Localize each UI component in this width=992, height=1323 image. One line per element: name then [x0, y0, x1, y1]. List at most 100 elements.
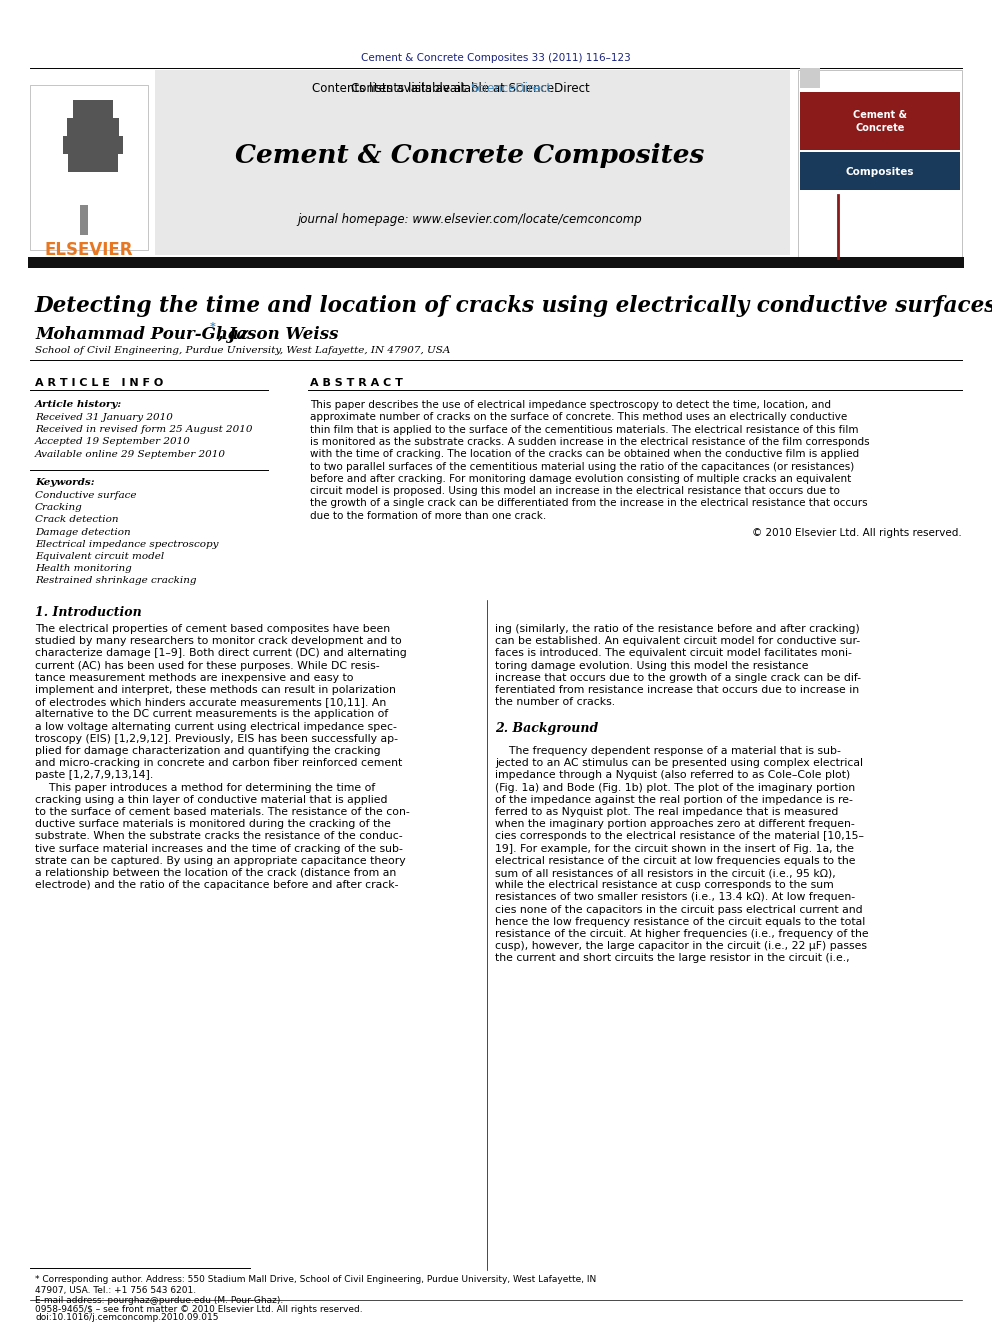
- Text: Crack detection: Crack detection: [35, 516, 118, 524]
- Text: and micro-cracking in concrete and carbon fiber reinforced cement: and micro-cracking in concrete and carbo…: [35, 758, 402, 769]
- Text: tance measurement methods are inexpensive and easy to: tance measurement methods are inexpensiv…: [35, 673, 353, 683]
- Text: (Fig. 1a) and Bode (Fig. 1b) plot. The plot of the imaginary portion: (Fig. 1a) and Bode (Fig. 1b) plot. The p…: [495, 783, 855, 792]
- Bar: [800, 152, 960, 191]
- Text: cies none of the capacitors in the circuit pass electrical current and: cies none of the capacitors in the circu…: [495, 905, 863, 914]
- Text: electrode) and the ratio of the capacitance before and after crack-: electrode) and the ratio of the capacita…: [35, 880, 399, 890]
- Text: when the imaginary portion approaches zero at different frequen-: when the imaginary portion approaches ze…: [495, 819, 855, 830]
- Text: 2. Background: 2. Background: [495, 721, 598, 734]
- Text: Cement & Concrete Composites: Cement & Concrete Composites: [235, 143, 704, 168]
- Text: to the surface of cement based materials. The resistance of the con-: to the surface of cement based materials…: [35, 807, 410, 818]
- Bar: [30, 85, 148, 250]
- Text: *: *: [210, 321, 216, 332]
- Text: Electrical impedance spectroscopy: Electrical impedance spectroscopy: [35, 540, 218, 549]
- Text: Cement & Concrete Composites 33 (2011) 116–123: Cement & Concrete Composites 33 (2011) 1…: [361, 53, 631, 64]
- Text: Available online 29 September 2010: Available online 29 September 2010: [35, 450, 226, 459]
- Text: This paper introduces a method for determining the time of: This paper introduces a method for deter…: [35, 783, 375, 792]
- Text: 47907, USA. Tel.: +1 756 543 6201.: 47907, USA. Tel.: +1 756 543 6201.: [35, 1286, 196, 1294]
- Text: Health monitoring: Health monitoring: [35, 564, 132, 573]
- Text: with the time of cracking. The location of the cracks can be obtained when the c: with the time of cracking. The location …: [310, 450, 859, 459]
- Text: 1. Introduction: 1. Introduction: [35, 606, 142, 619]
- Text: increase that occurs due to the growth of a single crack can be dif-: increase that occurs due to the growth o…: [495, 673, 861, 683]
- Text: ScienceDirect: ScienceDirect: [470, 82, 552, 94]
- Text: doi:10.1016/j.cemconcomp.2010.09.015: doi:10.1016/j.cemconcomp.2010.09.015: [35, 1312, 218, 1322]
- Text: Accepted 19 September 2010: Accepted 19 September 2010: [35, 438, 190, 446]
- Text: substrate. When the substrate cracks the resistance of the conduc-: substrate. When the substrate cracks the…: [35, 831, 403, 841]
- Text: is monitored as the substrate cracks. A sudden increase in the electrical resist: is monitored as the substrate cracks. A …: [310, 437, 870, 447]
- Bar: [80, 205, 88, 235]
- Bar: [68, 153, 118, 172]
- Text: Keywords:: Keywords:: [35, 478, 94, 487]
- Text: Conductive surface: Conductive surface: [35, 491, 137, 500]
- Text: a relationship between the location of the crack (distance from an: a relationship between the location of t…: [35, 868, 396, 878]
- Text: sum of all resistances of all resistors in the circuit (i.e., 95 kΩ),: sum of all resistances of all resistors …: [495, 868, 835, 878]
- Text: before and after cracking. For monitoring damage evolution consisting of multipl: before and after cracking. For monitorin…: [310, 474, 851, 484]
- Text: ing (similarly, the ratio of the resistance before and after cracking): ing (similarly, the ratio of the resista…: [495, 624, 860, 634]
- Text: journal homepage: www.elsevier.com/locate/cemconcomp: journal homepage: www.elsevier.com/locat…: [298, 213, 643, 226]
- Text: the current and short circuits the large resistor in the circuit (i.e.,: the current and short circuits the large…: [495, 954, 849, 963]
- Text: Cement &: Cement &: [853, 110, 907, 120]
- Text: resistance of the circuit. At higher frequencies (i.e., frequency of the: resistance of the circuit. At higher fre…: [495, 929, 869, 939]
- Text: Restrained shrinkage cracking: Restrained shrinkage cracking: [35, 577, 196, 585]
- Bar: [155, 70, 790, 255]
- Text: impedance through a Nyquist (also referred to as Cole–Cole plot): impedance through a Nyquist (also referr…: [495, 770, 850, 781]
- Bar: [67, 118, 119, 136]
- Text: tive surface material increases and the time of cracking of the sub-: tive surface material increases and the …: [35, 844, 403, 853]
- Text: Concrete: Concrete: [855, 123, 905, 134]
- Text: 19]. For example, for the circuit shown in the insert of Fig. 1a, the: 19]. For example, for the circuit shown …: [495, 844, 854, 853]
- Text: current (AC) has been used for these purposes. While DC resis-: current (AC) has been used for these pur…: [35, 660, 380, 671]
- Text: 0958-9465/$ – see front matter © 2010 Elsevier Ltd. All rights reserved.: 0958-9465/$ – see front matter © 2010 El…: [35, 1304, 363, 1314]
- Text: ductive surface materials is monitored during the cracking of the: ductive surface materials is monitored d…: [35, 819, 391, 830]
- Text: Article history:: Article history:: [35, 400, 122, 409]
- Text: cusp), however, the large capacitor in the circuit (i.e., 22 µF) passes: cusp), however, the large capacitor in t…: [495, 941, 867, 951]
- Text: School of Civil Engineering, Purdue University, West Lafayette, IN 47907, USA: School of Civil Engineering, Purdue Univ…: [35, 347, 450, 355]
- Text: studied by many researchers to monitor crack development and to: studied by many researchers to monitor c…: [35, 636, 402, 646]
- Text: toring damage evolution. Using this model the resistance: toring damage evolution. Using this mode…: [495, 660, 808, 671]
- Text: Composites: Composites: [846, 167, 915, 177]
- Text: thin film that is applied to the surface of the cementitious materials. The elec: thin film that is applied to the surface…: [310, 425, 858, 434]
- Bar: [800, 67, 820, 89]
- Text: Equivalent circuit model: Equivalent circuit model: [35, 552, 165, 561]
- Text: faces is introduced. The equivalent circuit model facilitates moni-: faces is introduced. The equivalent circ…: [495, 648, 852, 659]
- Text: cracking using a thin layer of conductive material that is applied: cracking using a thin layer of conductiv…: [35, 795, 388, 804]
- Text: strate can be captured. By using an appropriate capacitance theory: strate can be captured. By using an appr…: [35, 856, 406, 865]
- Text: can be established. An equivalent circuit model for conductive sur-: can be established. An equivalent circui…: [495, 636, 860, 646]
- Text: to two parallel surfaces of the cementitious material using the ratio of the cap: to two parallel surfaces of the cementit…: [310, 462, 854, 471]
- Bar: [28, 257, 964, 269]
- Text: jected to an AC stimulus can be presented using complex electrical: jected to an AC stimulus can be presente…: [495, 758, 863, 769]
- Text: ELSEVIER: ELSEVIER: [45, 241, 133, 259]
- Text: ferentiated from resistance increase that occurs due to increase in: ferentiated from resistance increase tha…: [495, 685, 859, 695]
- Text: the growth of a single crack can be differentiated from the increase in the elec: the growth of a single crack can be diff…: [310, 499, 868, 508]
- Text: alternative to the DC current measurements is the application of: alternative to the DC current measuremen…: [35, 709, 388, 720]
- Text: resistances of two smaller resistors (i.e., 13.4 kΩ). At low frequen-: resistances of two smaller resistors (i.…: [495, 893, 855, 902]
- Bar: [800, 93, 960, 149]
- Text: implement and interpret, these methods can result in polarization: implement and interpret, these methods c…: [35, 685, 396, 695]
- Text: paste [1,2,7,9,13,14].: paste [1,2,7,9,13,14].: [35, 770, 153, 781]
- Text: The frequency dependent response of a material that is sub-: The frequency dependent response of a ma…: [495, 746, 841, 755]
- Text: Received in revised form 25 August 2010: Received in revised form 25 August 2010: [35, 425, 253, 434]
- Bar: [798, 70, 962, 258]
- Text: * Corresponding author. Address: 550 Stadium Mall Drive, School of Civil Enginee: * Corresponding author. Address: 550 Sta…: [35, 1275, 596, 1285]
- Text: cies corresponds to the electrical resistance of the material [10,15–: cies corresponds to the electrical resis…: [495, 831, 864, 841]
- Text: Detecting the time and location of cracks using electrically conductive surfaces: Detecting the time and location of crack…: [35, 295, 992, 318]
- Text: A R T I C L E   I N F O: A R T I C L E I N F O: [35, 378, 164, 388]
- Text: electrical resistance of the circuit at low frequencies equals to the: electrical resistance of the circuit at …: [495, 856, 855, 865]
- Text: characterize damage [1–9]. Both direct current (DC) and alternating: characterize damage [1–9]. Both direct c…: [35, 648, 407, 659]
- Text: approximate number of cracks on the surface of concrete. This method uses an ele: approximate number of cracks on the surf…: [310, 413, 847, 422]
- Bar: [73, 101, 113, 118]
- Bar: [63, 136, 123, 153]
- Text: while the electrical resistance at cusp corresponds to the sum: while the electrical resistance at cusp …: [495, 880, 833, 890]
- Text: This paper describes the use of electrical impedance spectroscopy to detect the : This paper describes the use of electric…: [310, 400, 831, 410]
- Text: due to the formation of more than one crack.: due to the formation of more than one cr…: [310, 511, 547, 521]
- Text: a low voltage alternating current using electrical impedance spec-: a low voltage alternating current using …: [35, 721, 397, 732]
- Text: circuit model is proposed. Using this model an increase in the electrical resist: circuit model is proposed. Using this mo…: [310, 486, 840, 496]
- Text: troscopy (EIS) [1,2,9,12]. Previously, EIS has been successfully ap-: troscopy (EIS) [1,2,9,12]. Previously, E…: [35, 734, 398, 744]
- Text: Mohammad Pour-Ghaz: Mohammad Pour-Ghaz: [35, 325, 254, 343]
- Text: , Jason Weiss: , Jason Weiss: [217, 325, 338, 343]
- Text: plied for damage characterization and quantifying the cracking: plied for damage characterization and qu…: [35, 746, 381, 755]
- Text: © 2010 Elsevier Ltd. All rights reserved.: © 2010 Elsevier Ltd. All rights reserved…: [752, 528, 962, 538]
- Text: E-mail address: pourghaz@purdue.edu (M. Pour-Ghaz).: E-mail address: pourghaz@purdue.edu (M. …: [35, 1297, 284, 1304]
- Text: A B S T R A C T: A B S T R A C T: [310, 378, 403, 388]
- Text: Received 31 January 2010: Received 31 January 2010: [35, 413, 173, 422]
- Text: hence the low frequency resistance of the circuit equals to the total: hence the low frequency resistance of th…: [495, 917, 865, 927]
- Text: Contents lists available at ScienceDirect: Contents lists available at ScienceDirec…: [350, 82, 589, 94]
